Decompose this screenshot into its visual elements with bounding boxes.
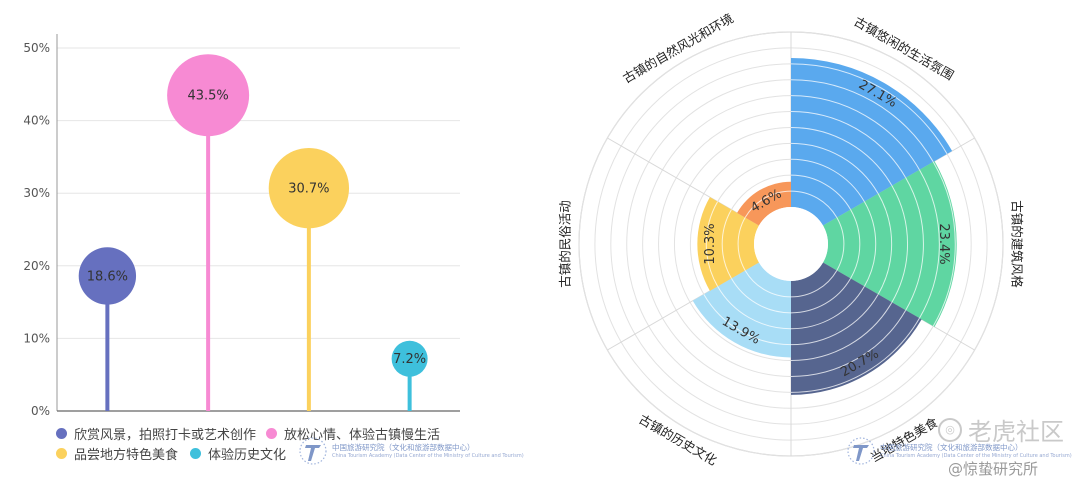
sector-ring-line [737, 217, 746, 271]
polar-sector [823, 161, 957, 327]
category-label: 古镇的建筑风格 [1010, 200, 1025, 288]
sector-ring-line [790, 317, 920, 393]
sector-ring-line [790, 111, 907, 179]
y-tick-label: 40% [23, 114, 50, 128]
sector-ring-line [790, 270, 838, 298]
sector-ring-line [705, 201, 719, 287]
legend-item: 放松心情、体验古镇慢生活 [266, 424, 440, 443]
sector-ring-line [905, 177, 924, 311]
data-label: 7.2% [393, 352, 426, 367]
sector-ring-line [790, 79, 934, 163]
lollipop-head [391, 340, 428, 377]
y-tick-label: 0% [31, 404, 50, 418]
lollipop-chart: 0% 10% 20% 30% 40% 50% 18.6% 43.5% 30.7% 7.2% [23, 34, 460, 418]
data-label: 23.4% [936, 223, 951, 264]
legend-item: 欣赏风景，拍照打卡或艺术创作 [56, 424, 256, 443]
sector-ring-line [891, 185, 909, 303]
data-label: 43.5% [187, 89, 228, 104]
lollipop-head [78, 247, 137, 305]
y-tick-label: 30% [23, 186, 50, 200]
polar-sector [791, 262, 922, 395]
sector-ring-line [730, 278, 792, 314]
data-label: 10.3% [703, 223, 718, 264]
brand-watermark-text: 老虎社区 [968, 418, 1064, 446]
sector-ring-line [932, 161, 956, 327]
sector-ring-line [790, 63, 948, 155]
academy-logo-en-2: China Tourism Academy (Data Center of th… [880, 452, 1072, 459]
y-tick-label: 50% [23, 41, 50, 55]
sector-ring-line [790, 158, 865, 202]
academy-logo-cn-2: 中国旅游研究院（文化和旅游部数据中心） [880, 443, 1023, 453]
brand-watermark: ◎ 老虎社区 [938, 412, 1064, 447]
category-label: 古镇的历史文化 [636, 411, 720, 468]
sector-ring-line [877, 193, 893, 295]
legend-label: 体验历史文化 [208, 448, 287, 463]
academy-logo-mark-2 [846, 436, 876, 466]
academy-logo: 中国旅游研究院（文化和旅游部数据中心） China Tourism Academ… [298, 436, 524, 466]
sector-ring-line [790, 142, 879, 194]
lollipop-head [167, 54, 250, 137]
data-label: 30.7% [288, 182, 329, 197]
y-tick-label: 10% [23, 331, 50, 345]
legend-label: 放松心情、体验古镇慢生活 [284, 428, 441, 443]
data-label: 18.6% [87, 269, 128, 284]
sector-ring-line [790, 286, 865, 330]
academy-logo-en: China Tourism Academy (Data Center of th… [332, 452, 524, 459]
sector-ring-line [836, 217, 845, 271]
lollipop-head [268, 147, 350, 229]
center-hole [754, 207, 828, 281]
sector-ring-line [790, 190, 838, 218]
legend-swatch [56, 448, 67, 459]
sector-ring-line [790, 309, 907, 377]
sector-ring-line [717, 286, 792, 330]
sector-ring-line [790, 95, 920, 171]
sector-ring-line [790, 302, 893, 362]
academy-logo-mark [298, 436, 328, 466]
sector-ring-line [790, 174, 852, 210]
sector-ring-line [919, 169, 940, 319]
legend-swatch [190, 448, 201, 459]
sector-ring-line [721, 209, 732, 279]
category-label: 古镇悠闲的生活氛围 [852, 14, 957, 83]
sector-gridline [607, 137, 760, 226]
legend-item: 品尝地方特色美食 [56, 444, 178, 463]
legend-swatch [56, 428, 67, 439]
y-tick-label: 20% [23, 259, 50, 273]
legend-label: 欣赏风景，拍照打卡或艺术创作 [74, 428, 257, 443]
polar-sector [791, 57, 953, 226]
category-label: 古镇的民俗活动 [558, 200, 573, 288]
sector-ring-line [850, 209, 861, 279]
sector-ring-line [744, 270, 792, 298]
category-label: 古镇的自然风光和环境 [620, 11, 736, 86]
brand-watermark-icon: ◎ [938, 417, 962, 442]
sector-ring-line [863, 201, 877, 287]
academy-logo-2: 中国旅游研究院（文化和旅游部数据中心） China Tourism Academ… [846, 436, 1072, 466]
sector-ring-line [790, 126, 893, 186]
sector-ring-line [703, 294, 792, 346]
sector-ring-line [790, 278, 852, 314]
academy-logo-cn: 中国旅游研究院（文化和旅游部数据中心） [332, 443, 475, 453]
sector-ring-line [744, 190, 792, 218]
legend-swatch [266, 428, 277, 439]
sector-ring-line [790, 294, 879, 346]
handle-watermark: @惊蛰研究所 [948, 460, 1039, 478]
legend-label: 品尝地方特色美食 [74, 448, 179, 463]
polar-sector [692, 262, 791, 358]
legend-item: 体验历史文化 [190, 444, 286, 463]
